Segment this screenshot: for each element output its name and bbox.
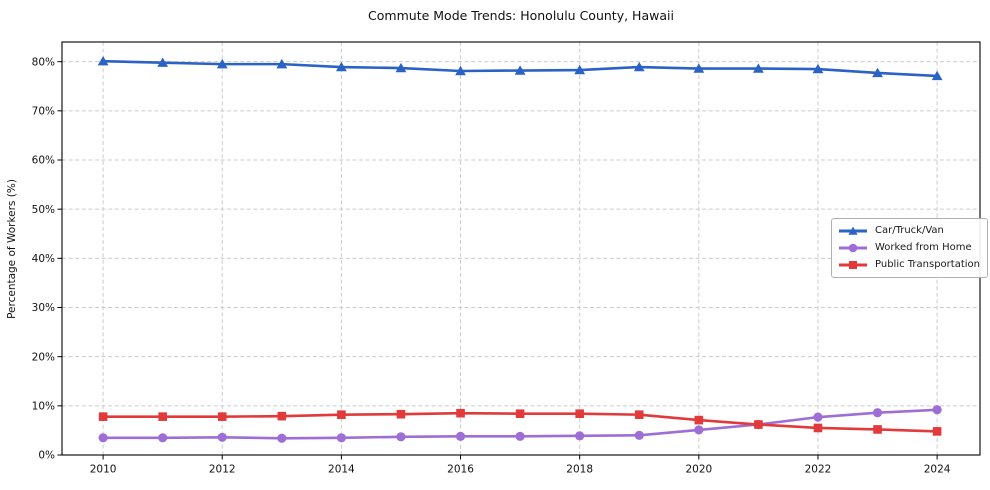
x-tick-label: 2022 — [805, 464, 832, 476]
circle-marker — [98, 433, 108, 443]
triangle-marker — [872, 67, 883, 78]
y-tick-label: 70% — [32, 106, 55, 118]
circle-marker — [515, 431, 525, 441]
triangle-marker — [752, 63, 764, 73]
circle-marker — [277, 433, 287, 443]
x-tick-label: 2016 — [447, 464, 474, 476]
triangle-marker — [97, 55, 109, 66]
series-worked-from-home — [98, 405, 942, 443]
square-marker — [217, 412, 227, 421]
series-car-truck-van — [97, 55, 943, 81]
y-tick-label: 10% — [32, 401, 55, 413]
circle-marker — [694, 425, 704, 435]
circle-marker — [336, 433, 346, 443]
legend-swatch-circle-icon — [839, 243, 867, 253]
triangle-marker — [395, 62, 407, 73]
circle-marker — [217, 432, 227, 442]
square-marker — [456, 408, 465, 418]
triangle-marker — [514, 65, 526, 75]
series-public-transportation — [98, 408, 942, 436]
circle-marker — [634, 430, 644, 440]
circle-marker — [158, 433, 168, 443]
y-tick-label: 0% — [38, 450, 55, 462]
square-marker — [396, 409, 406, 419]
square-marker — [158, 412, 167, 421]
triangle-marker — [574, 64, 586, 75]
triangle-marker — [276, 58, 288, 69]
triangle-marker — [455, 65, 466, 76]
legend-swatch-triangle-icon — [839, 226, 867, 235]
square-marker — [515, 409, 525, 418]
y-axis-label: Percentage of Workers (%) — [6, 179, 18, 319]
legend-entry: Worked from Home — [838, 242, 980, 254]
square-marker — [932, 427, 942, 436]
y-tick-label: 20% — [32, 351, 55, 363]
circle-marker — [813, 412, 823, 422]
x-tick-label: 2014 — [328, 464, 355, 476]
y-tick-label: 80% — [32, 56, 55, 68]
legend-entry: Public Transportation — [838, 259, 980, 271]
square-marker — [873, 425, 882, 434]
x-tick-label: 2020 — [685, 464, 712, 476]
triangle-marker — [693, 63, 705, 73]
legend-label: Worked from Home — [875, 242, 972, 253]
square-marker — [694, 415, 704, 425]
circle-marker — [872, 408, 883, 418]
y-tick-label: 40% — [32, 253, 55, 265]
triangle-marker — [335, 61, 347, 72]
y-tick-label: 60% — [32, 155, 55, 167]
x-tick-label: 2010 — [90, 464, 117, 476]
legend: Car/Truck/Van Worked from Home Public Tran… — [831, 218, 988, 278]
legend-entry: Car/Truck/Van — [838, 225, 980, 237]
square-marker — [813, 423, 823, 433]
square-marker — [575, 409, 584, 418]
chart-title: Commute Mode Trends: Honolulu County, Ha… — [368, 8, 674, 23]
square-marker — [277, 411, 287, 421]
x-tick-label: 2012 — [209, 464, 236, 476]
square-marker — [98, 412, 108, 421]
circle-marker — [932, 405, 942, 415]
circle-marker — [575, 431, 585, 441]
y-tick-label: 30% — [32, 302, 55, 314]
square-marker — [754, 420, 763, 429]
square-marker — [337, 410, 346, 419]
x-tick-label: 2018 — [566, 464, 593, 476]
x-tick-label: 2024 — [924, 464, 951, 476]
tick-labels: 2010 2012 2014 2016 2018 2020 2022 2024 0% 10% 20%… — [32, 56, 951, 475]
circle-marker — [455, 431, 466, 441]
legend-label: Car/Truck/Van — [875, 225, 944, 236]
triangle-marker — [812, 63, 824, 74]
grid — [62, 42, 980, 456]
axis-ticks — [57, 61, 938, 460]
legend-label: Public Transportation — [875, 259, 980, 270]
triangle-marker — [216, 58, 228, 69]
legend-swatch-square-icon — [839, 261, 867, 269]
square-marker — [634, 410, 644, 419]
triangle-marker — [157, 57, 169, 67]
triangle-marker — [931, 70, 943, 81]
y-tick-label: 50% — [32, 204, 55, 216]
triangle-marker — [633, 61, 645, 72]
circle-marker — [396, 432, 406, 442]
